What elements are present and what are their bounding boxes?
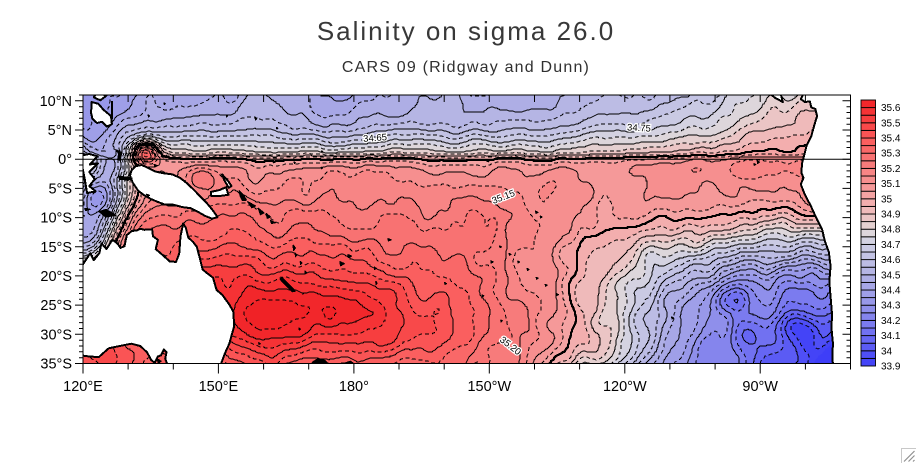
svg-text:0°: 0°	[58, 152, 72, 168]
svg-text:34: 34	[881, 346, 893, 357]
svg-text:Salinity on sigma 26.0: Salinity on sigma 26.0	[317, 16, 615, 46]
svg-text:CARS 09 (Ridgway and Dunn): CARS 09 (Ridgway and Dunn)	[342, 59, 590, 76]
svg-text:35.6: 35.6	[881, 103, 901, 114]
svg-text:34.3: 34.3	[881, 301, 901, 312]
svg-text:34.7: 34.7	[881, 240, 901, 251]
svg-text:90°W: 90°W	[742, 379, 778, 395]
svg-text:34.6: 34.6	[881, 255, 901, 266]
svg-text:34.4: 34.4	[881, 286, 901, 297]
svg-text:35.4: 35.4	[881, 134, 901, 145]
svg-text:30°S: 30°S	[40, 327, 72, 343]
svg-text:35.5: 35.5	[881, 118, 901, 129]
svg-text:5°N: 5°N	[48, 123, 72, 139]
svg-text:10°S: 10°S	[40, 211, 72, 227]
svg-text:15°S: 15°S	[40, 240, 72, 256]
svg-text:34.9: 34.9	[881, 210, 901, 221]
svg-text:150°W: 150°W	[467, 379, 511, 395]
svg-text:35: 35	[881, 194, 893, 205]
svg-text:35.3: 35.3	[881, 149, 901, 160]
svg-text:180°: 180°	[339, 379, 369, 395]
svg-text:150°E: 150°E	[199, 379, 239, 395]
svg-text:35.2: 35.2	[881, 164, 901, 175]
svg-text:34.5: 34.5	[881, 270, 901, 281]
svg-text:35.1: 35.1	[881, 179, 901, 190]
svg-text:120°W: 120°W	[603, 379, 647, 395]
svg-text:34.75: 34.75	[627, 122, 651, 134]
svg-text:120°E: 120°E	[63, 379, 103, 395]
svg-text:20°S: 20°S	[40, 269, 72, 285]
svg-text:34.8: 34.8	[881, 225, 901, 236]
svg-text:10°N: 10°N	[40, 94, 72, 110]
svg-text:33.9: 33.9	[881, 362, 901, 373]
svg-text:34.2: 34.2	[881, 316, 901, 327]
svg-text:34.1: 34.1	[881, 331, 901, 342]
svg-text:34.65: 34.65	[363, 132, 387, 145]
svg-text:35°S: 35°S	[40, 357, 72, 373]
svg-text:25°S: 25°S	[40, 298, 72, 314]
svg-text:5°S: 5°S	[48, 181, 72, 197]
